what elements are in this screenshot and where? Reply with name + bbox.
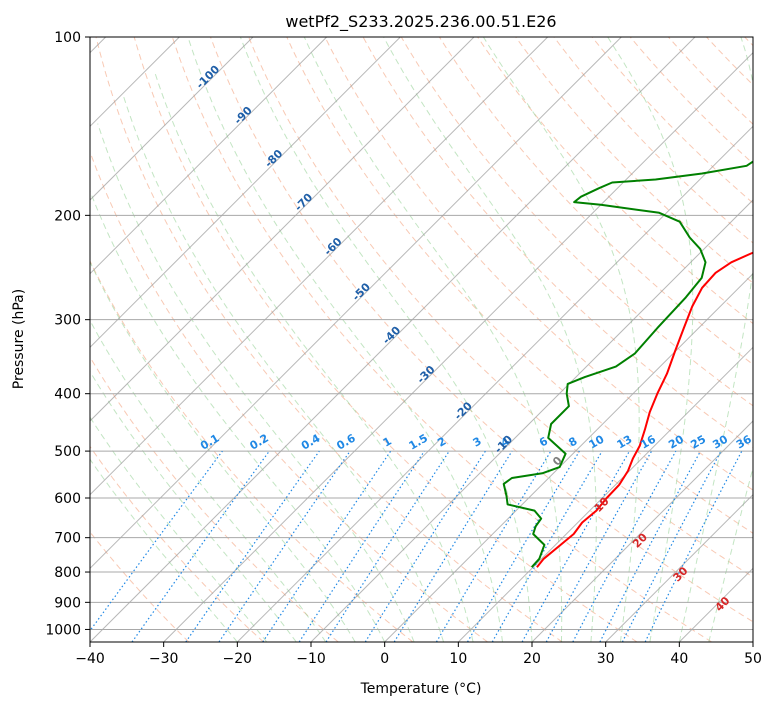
mixing-ratio-lines [90,450,743,642]
y-tick-label: 800 [54,565,81,581]
mixing-ratio-line [393,450,513,642]
moist-adiabat-line [154,72,474,642]
x-tick-label: 30 [597,651,615,667]
moist-adiabat-line [678,37,753,642]
moist-adiabat-line [90,416,268,642]
y-tick-label: 400 [54,387,81,403]
mixing-ratio-line [325,450,450,642]
moist-adiabat-line [122,94,445,642]
isotherm-line [90,37,328,275]
mixing-ratio-line [572,450,677,642]
mixing-ratio-label: 36 [734,432,754,451]
isotherm-line [90,37,549,496]
isotherm-line [90,37,696,642]
mixing-ratio-line [521,450,631,642]
x-tick-label: 0 [380,651,389,667]
isotherm-line [310,199,753,642]
dry-adiabat-line [286,37,753,534]
moist-adiabat-line [482,37,640,642]
moist-adiabat-line [239,37,533,642]
mixing-ratio-line [90,450,223,632]
mixing-ratio-line [545,450,653,642]
moist-adiabats [90,37,753,642]
x-tick-label: −30 [149,651,179,667]
mixing-ratio-line [262,450,392,642]
isotherm-line [90,37,475,422]
y-tick-label: 100 [54,30,81,46]
moist-adiabat-line [90,319,327,642]
y-axis-label: Pressure (hPa) [11,289,27,389]
temperature-profile-line [536,251,753,568]
moist-adiabat-line [607,37,694,642]
x-tick-label: −10 [296,651,326,667]
x-tick-label: −20 [223,651,253,667]
x-tick-label: 10 [449,651,467,667]
y-tick-label: 500 [54,444,81,460]
x-tick-label: −40 [75,651,105,667]
mixing-ratio-line [298,450,425,642]
isotherm-line [90,37,622,570]
isotherm-line [457,346,753,642]
y-tick-label: 700 [54,531,81,547]
moist-adiabat-line [97,123,415,642]
y-tick-label: 600 [54,491,81,507]
moist-adiabat-line [187,37,503,642]
x-axis-label: Temperature (°C) [360,681,482,697]
moist-adiabat-line [303,37,563,642]
y-tick-label: 200 [54,208,81,224]
moist-adiabat-line [383,37,597,642]
dry-adiabat-line [90,259,414,642]
moist-adiabat-line [90,370,297,642]
dry-adiabat-line [171,37,712,642]
dry-adiabat-line [95,37,563,642]
isotherm-line [90,37,254,201]
moist-adiabat-line [90,260,356,642]
moist-adiabat-line [708,466,753,642]
dry-adiabat-line [248,37,753,578]
isotherm-line [163,51,753,642]
x-tick-label: 20 [523,651,541,667]
x-tick-label: 40 [670,651,688,667]
sounding-series [502,160,753,568]
y-tick-label: 1000 [45,622,81,638]
isotherm-line [384,272,753,642]
y-tick-label: 900 [54,595,81,611]
dry-adiabat-line [515,37,753,284]
isotherm-line [90,37,401,349]
x-tick-label: 50 [744,651,762,667]
dry-adiabat-line [210,37,753,623]
y-axis: 100 200 300 400 500 600 700 800 900 1000 [45,30,90,638]
dry-adiabat-line [324,37,753,491]
mixing-ratio-line [218,450,351,642]
dry-adiabats [90,37,753,642]
isotherm-line [605,493,753,642]
mixing-ratio-line [131,450,270,642]
mixing-ratio-line [185,450,320,642]
dewpoint-profile-line [502,160,753,568]
plot-frame [89,36,754,643]
dry-adiabat-line [133,37,638,642]
isotherm-line [531,420,753,642]
isotherm-lines [90,37,753,642]
isotherm-line [236,125,753,642]
mixing-ratio-line [644,450,743,642]
chart-title: wetPf2_S233.2025.236.00.51.E26 [285,12,556,32]
y-tick-label: 300 [54,313,81,329]
x-axis: −40 −30 −20 −10 0 10 20 30 40 50 [75,642,762,667]
dry-adiabat-line [90,445,264,642]
dry-adiabat-line [90,356,339,642]
